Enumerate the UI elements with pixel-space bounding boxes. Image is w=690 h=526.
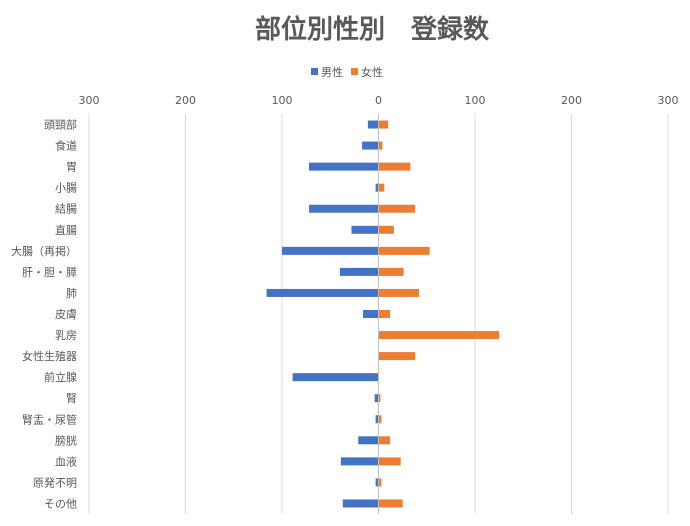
category-label: 頭頸部 — [44, 118, 77, 132]
x-tick-label: 0 — [375, 94, 382, 107]
bar-female — [378, 225, 394, 234]
bar-female — [378, 436, 391, 445]
x-tick-label: 300 — [79, 94, 100, 107]
category-label: 大腸（再掲） — [11, 244, 77, 258]
bar-male — [351, 225, 379, 234]
bar-male — [309, 162, 379, 171]
bar-male — [342, 499, 379, 508]
x-tick-label: 200 — [175, 94, 196, 107]
bar-male — [340, 457, 379, 466]
x-tick-label: 100 — [272, 94, 293, 107]
bar-female — [378, 499, 403, 508]
bar-female — [378, 162, 411, 171]
chart-title: 部位別性別 登録数 — [255, 14, 490, 45]
legend-swatch-female — [351, 68, 358, 75]
category-label: 腎盂・尿管 — [22, 412, 77, 426]
x-tick-label: 200 — [561, 94, 582, 107]
bar-female — [378, 352, 416, 361]
category-label: 皮膚 — [55, 307, 77, 321]
bar-male — [367, 120, 379, 129]
bar-male — [358, 436, 379, 445]
legend-label-female: 女性 — [361, 65, 383, 79]
bar-male — [362, 141, 379, 150]
category-label: 乳房 — [55, 329, 77, 342]
legend-swatch-male — [311, 68, 318, 75]
category-label: 直腸 — [55, 223, 77, 237]
x-tick-label: 300 — [658, 94, 679, 107]
bar-male — [309, 204, 379, 213]
category-label: 結腸 — [55, 202, 77, 216]
x-axis-tick-labels: 300 200 100 0 100 200 300 — [79, 94, 679, 107]
bar-male — [375, 415, 379, 424]
bar-female — [378, 267, 404, 276]
category-label: 小腸 — [55, 182, 77, 195]
bar-male — [363, 310, 379, 318]
bar-female — [378, 120, 389, 129]
bar-female — [378, 478, 382, 487]
bars — [266, 120, 500, 508]
bar-female — [378, 331, 500, 340]
category-label: 肝・胆・膵 — [22, 266, 77, 279]
category-label: 腎 — [66, 392, 77, 405]
category-label: 女性生殖器 — [22, 349, 77, 363]
category-label: 前立腺 — [44, 370, 77, 384]
category-label: 血液 — [55, 454, 77, 468]
bar-male — [375, 478, 379, 487]
bar-female — [378, 457, 401, 466]
bar-male — [374, 394, 379, 403]
bar-female — [378, 415, 382, 424]
bar-male — [375, 183, 379, 192]
bar-female — [378, 141, 383, 150]
category-label: 肺 — [66, 287, 77, 300]
bar-male — [292, 373, 379, 382]
x-tick-label: 100 — [465, 94, 486, 107]
bar-male — [266, 288, 379, 297]
bar-female — [378, 246, 430, 255]
bar-female — [378, 183, 385, 192]
category-label: 胃 — [66, 161, 77, 174]
legend: 男性 女性 — [311, 65, 383, 79]
category-label: 膀胱 — [55, 433, 77, 447]
category-label: その他 — [44, 497, 77, 510]
category-label: 原発不明 — [33, 475, 77, 489]
bar-male — [339, 267, 379, 276]
category-label: 食道 — [55, 139, 77, 153]
legend-label-male: 男性 — [321, 65, 343, 79]
bar-female — [378, 310, 391, 318]
bar-female — [378, 204, 416, 213]
gridlines — [88, 114, 669, 514]
bar-male — [282, 246, 379, 255]
bar-female — [378, 288, 420, 297]
bar-female — [378, 394, 381, 403]
